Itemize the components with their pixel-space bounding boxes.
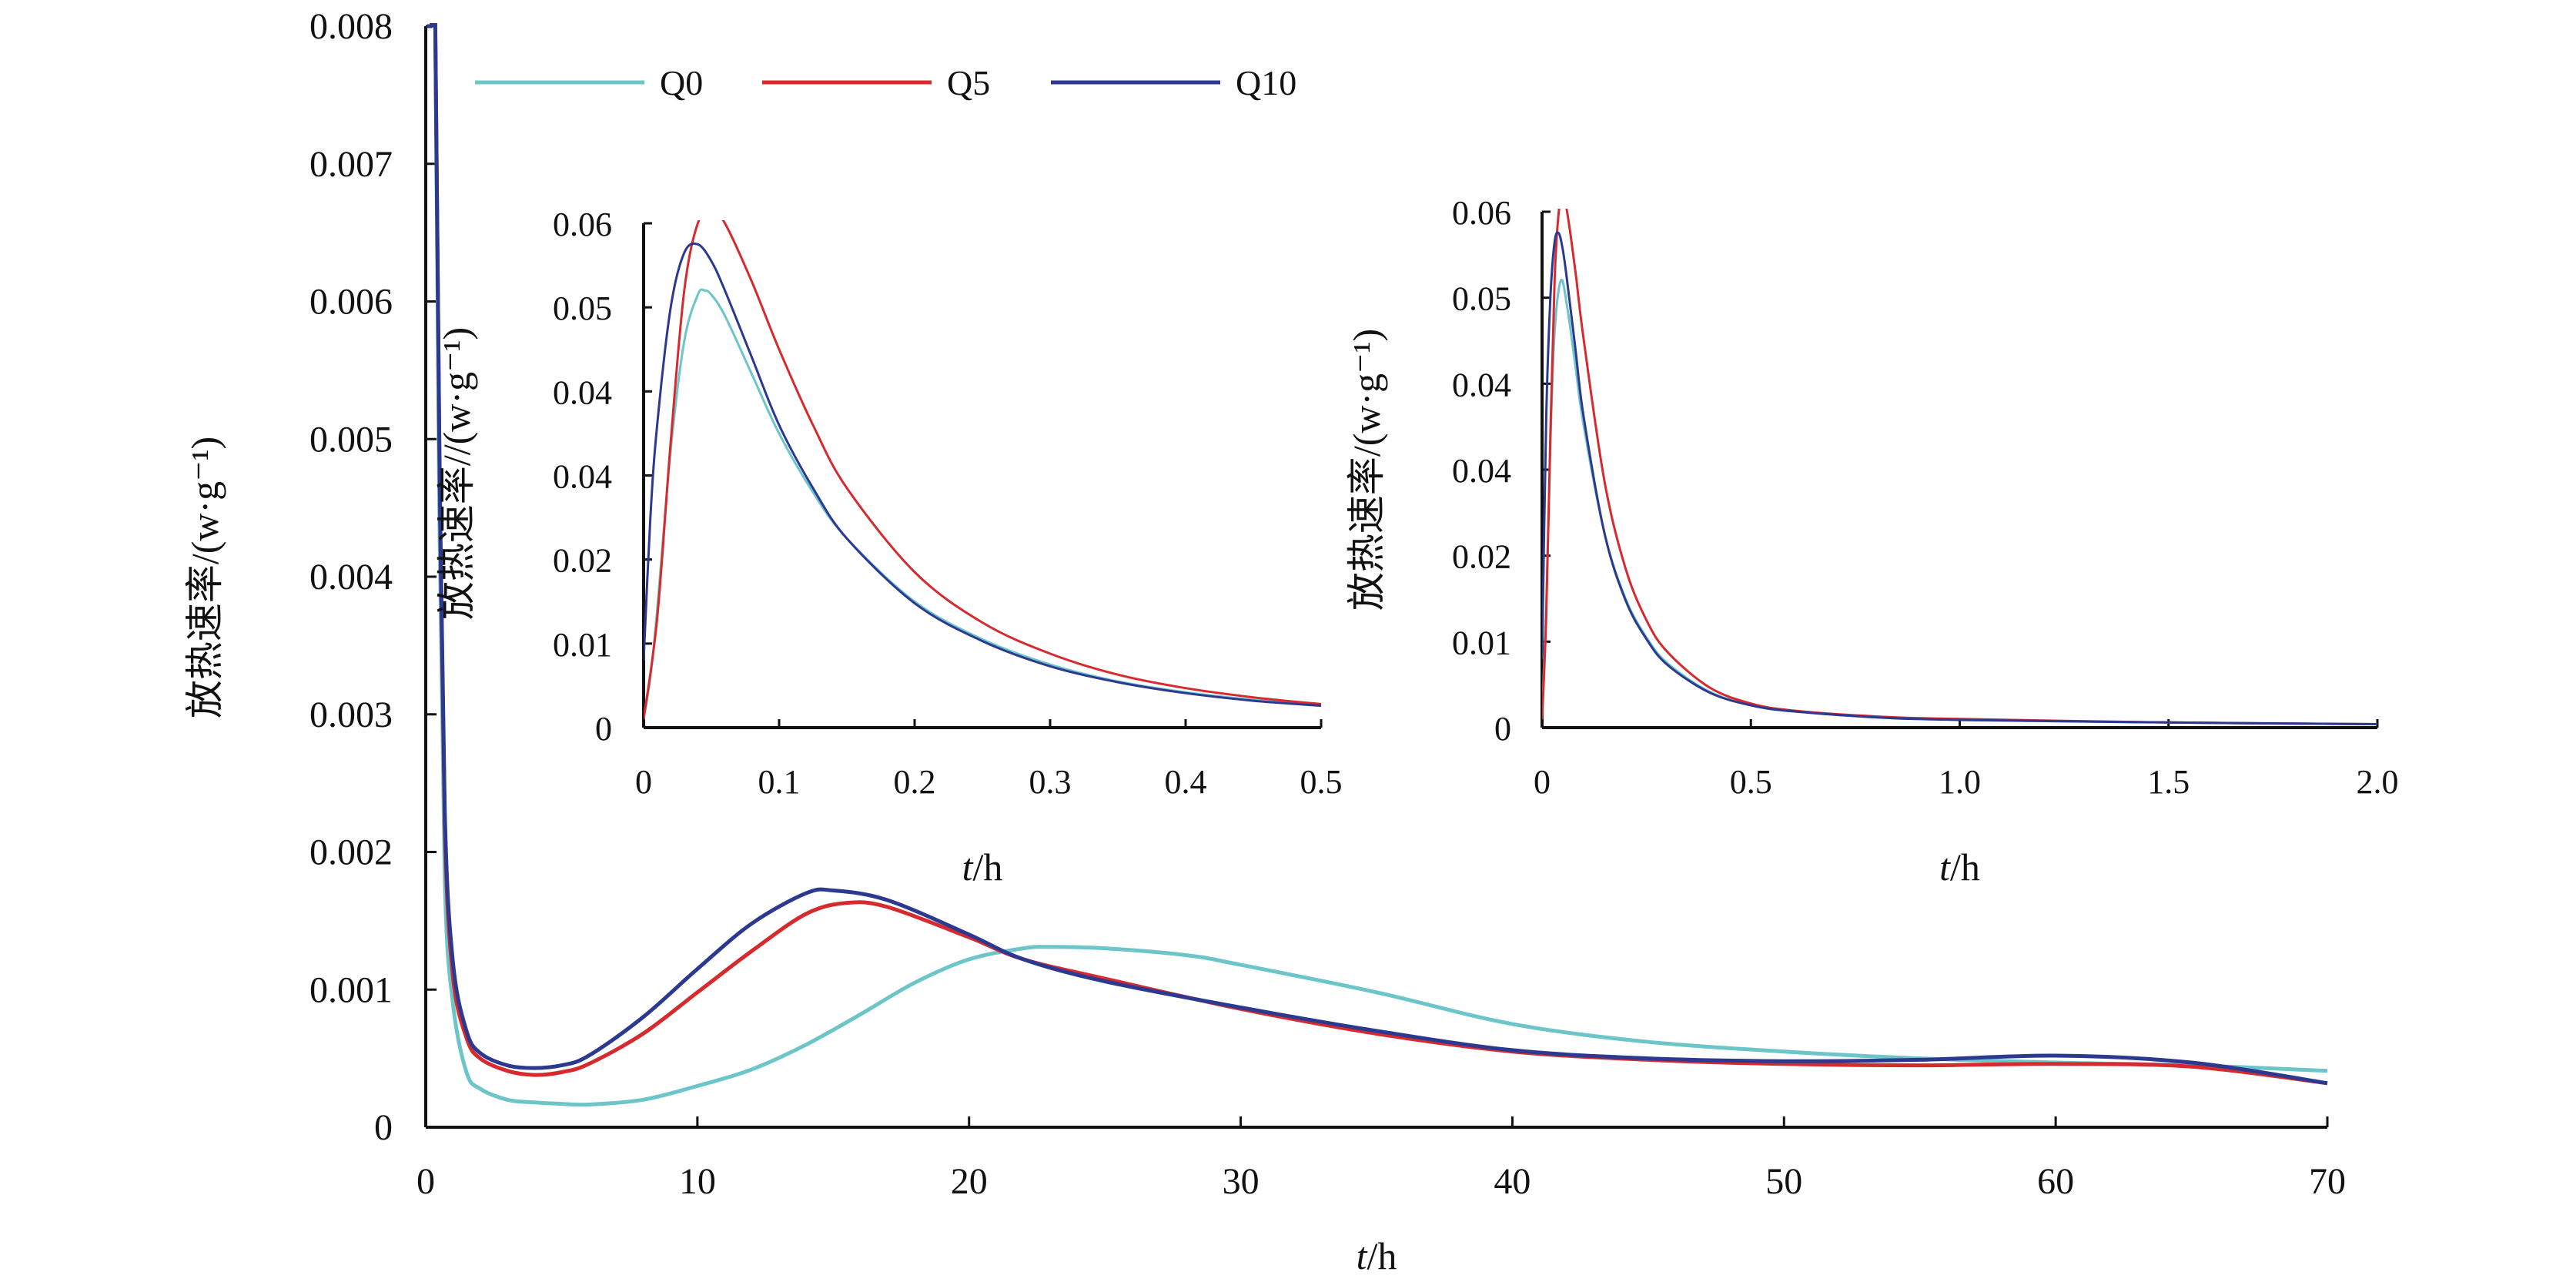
y-tick-label: 0.04 (1452, 452, 1511, 490)
main-chart: 0 10 20 30 40 50 60 70 0 0.001 0.002 0.003 0.004 0.00… (183, 6, 2346, 1277)
series-line-q10 (644, 242, 1322, 708)
y-tick-label: 0 (595, 710, 612, 748)
x-tick-label: 0.4 (1165, 763, 1207, 801)
x-tick-label: 50 (1765, 1161, 1802, 1202)
inset-chart-0-2h: 0 0.5 1.0 1.5 2.0 0 0.01 0.02 0.04 0.04 0.05 0.06 t/… (1345, 194, 2399, 889)
x-tick-label: 1.0 (1939, 763, 1981, 801)
x-tick-label: 0.1 (758, 763, 801, 801)
y-tick-label: 0.01 (553, 626, 612, 664)
legend-label-q10: Q10 (1236, 63, 1296, 102)
y-tick-label: 0 (374, 1107, 393, 1148)
y-tick-label: 0.008 (309, 6, 393, 47)
y-axis-label: 放热速率//(w·g⁻¹) (435, 327, 478, 620)
y-axis-label: 放热速率/(w·g⁻¹) (183, 437, 226, 718)
x-axis-label: t/h (1357, 1234, 1397, 1277)
x-tick-label: 30 (1223, 1161, 1260, 1202)
x-tick-label: 0.5 (1300, 763, 1343, 801)
inset-chart-0-0.5h: 0 0.1 0.2 0.3 0.4 0.5 0 0.01 0.02 0.04 0.04 0.05 0.0… (435, 206, 1343, 889)
y-tick-label: 0.006 (309, 282, 393, 323)
x-tick-label: 70 (2309, 1161, 2346, 1202)
x-tick-label: 40 (1494, 1161, 1531, 1202)
y-tick-label: 0.004 (309, 557, 393, 597)
series-group (427, 23, 2328, 1107)
series-group (644, 220, 1322, 720)
x-tick-label: 0 (1534, 763, 1551, 801)
y-tick-label: 0.06 (1452, 194, 1511, 232)
series-group (1542, 209, 2378, 725)
y-axis-label: 放热速率/(w·g⁻¹) (1345, 329, 1388, 611)
x-tick-label: 0 (635, 763, 652, 801)
y-tick-label: 0.007 (309, 144, 393, 185)
series-line-q10 (427, 23, 2328, 1086)
legend: Q0 Q5 Q10 (475, 63, 1296, 102)
series-line-q5 (644, 220, 1322, 720)
legend-label-q5: Q5 (947, 63, 990, 102)
x-tick-label: 0.3 (1029, 763, 1072, 801)
x-tick-label: 0 (417, 1161, 435, 1202)
y-tick-label: 0.001 (309, 969, 393, 1010)
y-tick-label: 0.02 (553, 542, 612, 580)
x-tick-label: 20 (951, 1161, 988, 1202)
y-tick-label: 0.002 (309, 832, 393, 873)
x-tick-label: 0.2 (894, 763, 936, 801)
series-line-q0 (1542, 278, 2378, 725)
y-tick-label: 0.05 (1452, 280, 1511, 318)
y-tick-label: 0.04 (553, 458, 612, 496)
series-line-q10 (1542, 231, 2378, 725)
y-tick-label: 0.04 (1452, 366, 1511, 403)
y-tick-label: 0.06 (553, 206, 612, 243)
y-tick-label: 0.003 (309, 695, 393, 735)
y-tick-label: 0.005 (309, 419, 393, 460)
x-axis-label: t/h (962, 845, 1003, 889)
series-line-q5 (1542, 209, 2378, 725)
y-tick-label: 0.05 (553, 290, 612, 327)
y-tick-label: 0 (1494, 710, 1511, 748)
x-tick-label: 0.5 (1730, 763, 1772, 801)
x-tick-label: 10 (679, 1161, 716, 1202)
y-tick-label: 0.02 (1452, 538, 1511, 576)
series-line-q0 (644, 288, 1322, 720)
legend-label-q0: Q0 (660, 63, 703, 102)
x-axis-label: t/h (1939, 845, 1980, 889)
x-tick-label: 1.5 (2147, 763, 2190, 801)
y-tick-label: 0.04 (553, 373, 612, 411)
x-tick-label: 2.0 (2357, 763, 2399, 801)
y-tick-label: 0.01 (1452, 624, 1511, 661)
x-tick-label: 60 (2037, 1161, 2074, 1202)
